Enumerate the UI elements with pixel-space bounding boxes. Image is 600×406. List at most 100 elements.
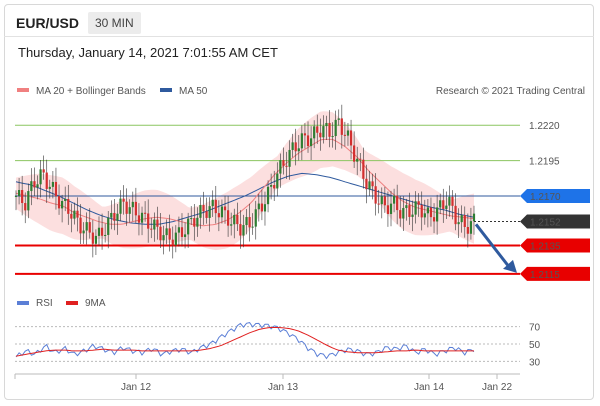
candle-body <box>457 222 460 225</box>
candle-body <box>36 184 39 188</box>
candle-body <box>17 190 21 196</box>
candle-body <box>88 222 91 233</box>
candle-body <box>288 149 291 167</box>
candle-body <box>389 203 393 215</box>
x-axis-ticks <box>14 374 498 379</box>
candle-body <box>48 186 51 189</box>
rsi-legend-label: RSI <box>36 298 53 309</box>
candle-body <box>414 201 417 215</box>
level-label: 1.2195 <box>529 157 560 168</box>
candle-body <box>24 203 27 211</box>
candle-body <box>76 210 79 218</box>
candle-body <box>362 159 365 179</box>
candle-body <box>100 227 104 236</box>
candle-body <box>187 218 190 235</box>
x-tick-label: Jan 13 <box>268 382 298 393</box>
candle-body <box>140 212 144 223</box>
candle-body <box>260 203 264 212</box>
candle-body <box>21 190 24 204</box>
chart-frame <box>4 4 594 400</box>
candle-body <box>214 199 217 214</box>
candle-body <box>236 214 239 225</box>
candle-body <box>150 228 153 230</box>
level-label: 1.2170 <box>530 192 561 203</box>
candle-body <box>334 119 337 137</box>
candle-body <box>144 212 147 214</box>
timestamp-text: Thursday, January 14, 2021 7:01:55 AM CE… <box>18 45 278 60</box>
candle-body <box>61 200 64 209</box>
candle-body <box>356 158 359 162</box>
forecast-arrow <box>474 223 511 268</box>
candle-body <box>377 203 380 205</box>
ma20-legend-label: MA 20 + Bollinger Bands <box>36 86 146 97</box>
candle-body <box>297 148 300 152</box>
candle-body <box>463 215 466 227</box>
rsi-tick-label: 70 <box>529 323 541 334</box>
candle-body <box>405 205 408 209</box>
candle-body <box>383 196 386 206</box>
candle-body <box>190 218 193 220</box>
candle-body <box>331 136 334 138</box>
current-price-badge <box>520 214 590 229</box>
candle-body <box>30 181 33 192</box>
ma50-legend-swatch <box>160 88 172 92</box>
candle-body <box>279 160 282 174</box>
candle-body <box>223 206 227 211</box>
rsi-ma-legend-swatch <box>66 301 78 305</box>
candle-body <box>116 213 119 221</box>
candle-body <box>472 213 476 222</box>
candle-body <box>451 196 454 206</box>
interval-button[interactable]: 30 MIN <box>88 12 141 34</box>
candle-body <box>251 226 254 228</box>
candle-body <box>359 158 362 160</box>
level-label: 1.2220 <box>529 121 560 132</box>
candle-body <box>39 169 42 185</box>
candle-body <box>91 232 94 244</box>
rsi-legend-swatch <box>17 301 29 305</box>
candle-body <box>417 201 420 205</box>
candle-body <box>134 201 137 216</box>
x-tick-label: Jan 12 <box>121 382 151 393</box>
candle-body <box>313 126 316 139</box>
candle-body <box>445 205 448 209</box>
candle-body <box>45 172 48 189</box>
price-pane: 1.2220 1.2195 1.2170 1.2152 1.2135 1.2115 <box>14 104 590 281</box>
candle-body <box>282 160 285 166</box>
candle-body <box>97 227 101 236</box>
x-tick-label: Jan 14 <box>414 382 444 393</box>
candle-body <box>346 130 350 136</box>
candle-body <box>57 196 61 209</box>
candle-body <box>153 219 156 230</box>
candle-body <box>349 130 353 146</box>
candle-body <box>316 126 319 133</box>
candle-body <box>177 227 181 233</box>
candle-body <box>54 181 58 197</box>
candle-body <box>42 169 45 173</box>
candle-body <box>208 206 211 218</box>
candle-body <box>193 218 196 227</box>
candle-body <box>423 213 426 218</box>
candle-body <box>119 198 122 214</box>
candle-body <box>113 212 116 221</box>
rsi-ma-legend-label: 9MA <box>85 298 106 309</box>
rsi-ma-line <box>15 327 474 357</box>
candle-body <box>85 222 88 231</box>
candle-body <box>233 214 236 225</box>
credit-text: Research © 2021 Trading Central <box>436 86 585 97</box>
candle-body <box>171 239 174 246</box>
candle-body <box>460 215 463 223</box>
candle-body <box>325 122 328 127</box>
candle-body <box>291 142 294 150</box>
candle-body <box>371 181 374 187</box>
candle-body <box>263 204 267 212</box>
candle-body <box>420 204 423 218</box>
candle-body <box>137 215 141 223</box>
candle-body <box>202 204 205 212</box>
candle-body <box>426 207 429 214</box>
candle-body <box>436 207 439 222</box>
level-label: 1.2115 <box>530 270 560 281</box>
chart-header: EUR/USD 30 MIN <box>4 4 594 37</box>
candle-body <box>79 217 82 234</box>
candle-body <box>396 195 399 211</box>
candle-body <box>165 228 168 236</box>
